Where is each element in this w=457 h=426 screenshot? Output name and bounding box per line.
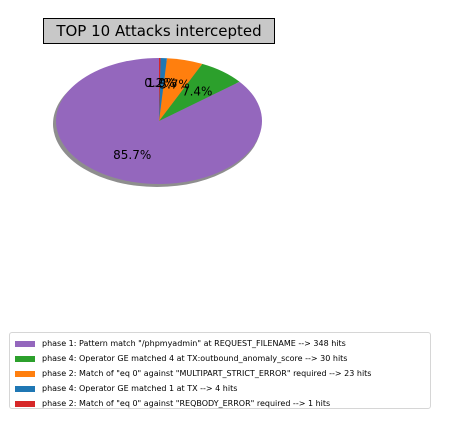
legend-label-5: phase 2: Match of "eq 0" against "REQBOD… bbox=[42, 399, 331, 408]
legend-entry-2: phase 4: Operator GE matched 4 at TX:out… bbox=[15, 351, 430, 366]
pie-slice-label-3: 5.7% bbox=[159, 77, 190, 91]
chart-legend: phase 1: Pattern match "/phpmyadmin" at … bbox=[9, 332, 431, 409]
pie-slice-label-2: 7.4% bbox=[182, 84, 213, 98]
pie-slice-label-4: 1.0% bbox=[147, 76, 178, 90]
legend-label-1: phase 1: Pattern match "/phpmyadmin" at … bbox=[42, 339, 346, 348]
pie-labels: 85.7% 7.4%5.7%1.0%0.2% bbox=[113, 76, 212, 162]
legend-entry-3: phase 2: Match of "eq 0" against "MULTIP… bbox=[15, 366, 430, 381]
legend-swatch-2 bbox=[15, 355, 35, 362]
chart-title: TOP 10 Attacks intercepted bbox=[43, 18, 275, 44]
pie-slice-5 bbox=[159, 58, 161, 121]
pie-slice-label-5: 0.2% bbox=[144, 76, 175, 90]
legend-entry-5: phase 2: Match of "eq 0" against "REQBOD… bbox=[15, 396, 430, 411]
pie-slice-3 bbox=[159, 58, 203, 121]
pie-slice-2 bbox=[159, 63, 240, 121]
pie-slice-label-1: 85.7% bbox=[113, 148, 151, 162]
legend-entry-1: phase 1: Pattern match "/phpmyadmin" at … bbox=[15, 336, 430, 351]
legend-swatch-1 bbox=[15, 340, 35, 347]
legend-entry-4: phase 4: Operator GE matched 1 at TX -->… bbox=[15, 381, 430, 396]
pie-chart: 85.7% 7.4%5.7%1.0%0.2% bbox=[53, 58, 263, 187]
legend-label-2: phase 4: Operator GE matched 4 at TX:out… bbox=[42, 354, 348, 363]
legend-swatch-5 bbox=[15, 400, 35, 407]
pie-slices bbox=[56, 58, 263, 185]
pie-slice-1 bbox=[56, 58, 263, 185]
legend-label-3: phase 2: Match of "eq 0" against "MULTIP… bbox=[42, 369, 372, 378]
legend-entries: phase 1: Pattern match "/phpmyadmin" at … bbox=[15, 336, 430, 411]
pie-slice-4 bbox=[159, 58, 167, 121]
legend-swatch-4 bbox=[15, 385, 35, 392]
legend-label-4: phase 4: Operator GE matched 1 at TX -->… bbox=[42, 384, 238, 393]
legend-swatch-3 bbox=[15, 370, 35, 377]
